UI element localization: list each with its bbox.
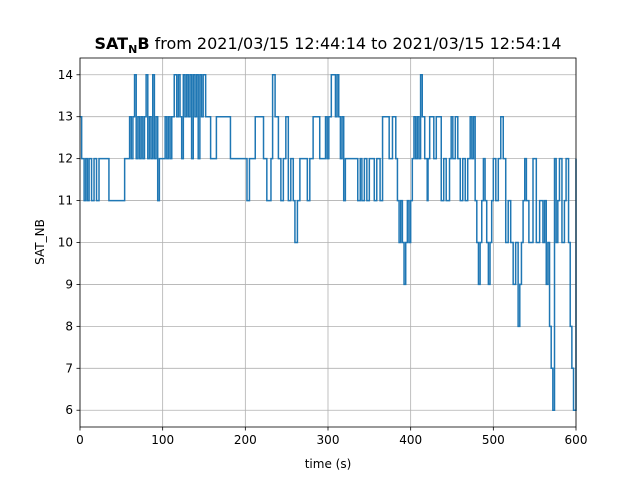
title-bold-sub: N xyxy=(128,43,137,56)
x-axis-ticks: 0 100 200 300 400 500 600 xyxy=(76,427,587,447)
x-tick-label: 100 xyxy=(151,433,174,447)
y-axis-label: SAT_NB xyxy=(33,219,47,265)
x-tick-label: 400 xyxy=(399,433,422,447)
y-tick-label: 9 xyxy=(65,277,73,291)
x-tick-label: 500 xyxy=(482,433,505,447)
y-tick-label: 14 xyxy=(58,68,73,82)
y-tick-label: 7 xyxy=(65,361,73,375)
x-tick-label: 600 xyxy=(565,433,588,447)
title-bold-tail: B xyxy=(137,34,149,53)
x-axis-label: time (s) xyxy=(305,457,352,471)
y-tick-label: 12 xyxy=(58,152,73,166)
y-tick-label: 10 xyxy=(58,236,73,250)
y-tick-label: 6 xyxy=(65,403,73,417)
x-tick-label: 200 xyxy=(234,433,257,447)
chart-title: SATNB from 2021/03/15 12:44:14 to 2021/0… xyxy=(95,34,562,56)
y-axis-ticks: 6 7 8 9 10 11 12 13 14 xyxy=(58,68,80,417)
y-tick-label: 13 xyxy=(58,110,73,124)
title-rest: from 2021/03/15 12:44:14 to 2021/03/15 1… xyxy=(150,34,562,53)
plot-area xyxy=(80,74,577,411)
y-tick-label: 8 xyxy=(65,319,73,333)
y-tick-label: 11 xyxy=(58,194,73,208)
title-bold-main: SAT xyxy=(95,34,129,53)
x-tick-label: 300 xyxy=(317,433,340,447)
series-line xyxy=(80,74,577,411)
x-tick-label: 0 xyxy=(76,433,84,447)
